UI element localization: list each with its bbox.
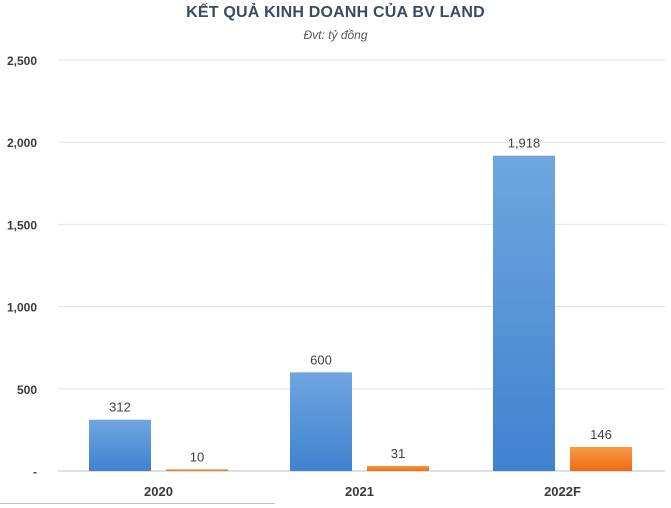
x-tick-label: 2020 xyxy=(144,484,173,499)
bar-2022F-series-2 xyxy=(570,446,632,471)
data-label: 146 xyxy=(590,427,612,442)
y-tick-label: 2,000 xyxy=(7,136,37,150)
bar-2021-series-2 xyxy=(367,465,429,471)
data-label: 600 xyxy=(310,352,332,367)
y-tick-label: 1,000 xyxy=(7,301,37,315)
x-tick-label: 2022F xyxy=(544,484,581,499)
data-label: 1,918 xyxy=(508,136,541,151)
bottom-border xyxy=(0,503,275,504)
bar-2020-series-1 xyxy=(89,419,151,471)
bar-2020-series-2 xyxy=(166,469,228,471)
data-label: 10 xyxy=(190,449,204,464)
bar-2021-series-1 xyxy=(290,372,352,471)
y-tick-label: 2,500 xyxy=(7,54,37,68)
y-tick-label: - xyxy=(33,465,37,479)
bar-2022F-series-1 xyxy=(493,155,555,472)
chart-subtitle: Đvt: tỷ đồng xyxy=(303,28,368,42)
y-tick-label: 1,500 xyxy=(7,218,37,232)
x-tick-label: 2021 xyxy=(345,484,374,499)
y-tick-label: 500 xyxy=(17,383,37,397)
data-label: 31 xyxy=(391,446,405,461)
data-label: 312 xyxy=(109,400,131,415)
chart-title: KẾT QUẢ KINH DOANH CỦA BV LAND xyxy=(186,4,485,21)
